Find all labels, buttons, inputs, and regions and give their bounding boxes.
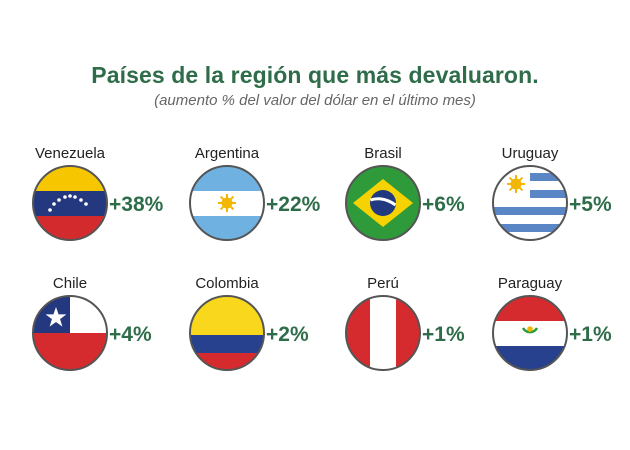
country-card-venezuela: Venezuela +38% bbox=[15, 145, 165, 255]
country-name: Perú bbox=[367, 275, 399, 292]
country-name: Uruguay bbox=[501, 145, 559, 162]
venezuela-flag-icon bbox=[32, 165, 108, 241]
value-label: +38% bbox=[109, 193, 164, 216]
country-name: Colombia bbox=[195, 275, 259, 292]
argentina-flag-icon bbox=[189, 165, 265, 241]
country-name: Chile bbox=[52, 275, 88, 292]
peru-flag-icon bbox=[345, 295, 421, 371]
chart-title: Países de la región que más devaluaron. bbox=[91, 62, 539, 88]
country-card-chile: Chile +4% bbox=[15, 275, 165, 385]
country-name: Argentina bbox=[194, 145, 260, 162]
chart-subtitle: (aumento % del valor del dólar en el últ… bbox=[154, 92, 476, 109]
country-card-argentina: Argentina +22% bbox=[172, 145, 322, 255]
brazil-flag-icon bbox=[345, 165, 421, 241]
uruguay-flag-icon bbox=[492, 165, 568, 241]
country-name: Venezuela bbox=[34, 145, 106, 162]
country-card-brasil: Brasil +6% bbox=[328, 145, 478, 255]
country-name: Paraguay bbox=[497, 275, 563, 292]
country-card-peru: Perú +1% bbox=[328, 275, 478, 385]
country-card-paraguay: Paraguay +1% bbox=[475, 275, 625, 385]
chile-flag-icon bbox=[32, 295, 108, 371]
value-label: +1% bbox=[422, 323, 465, 346]
country-card-colombia: Colombia +2% bbox=[172, 275, 322, 385]
value-label: +1% bbox=[569, 323, 612, 346]
value-label: +2% bbox=[266, 323, 309, 346]
value-label: +6% bbox=[422, 193, 465, 216]
colombia-flag-icon bbox=[189, 295, 265, 371]
country-card-uruguay: Uruguay +5% bbox=[475, 145, 625, 255]
country-name: Brasil bbox=[364, 145, 402, 162]
paraguay-flag-icon bbox=[492, 295, 568, 371]
value-label: +5% bbox=[569, 193, 612, 216]
value-label: +4% bbox=[109, 323, 152, 346]
value-label: +22% bbox=[266, 193, 321, 216]
